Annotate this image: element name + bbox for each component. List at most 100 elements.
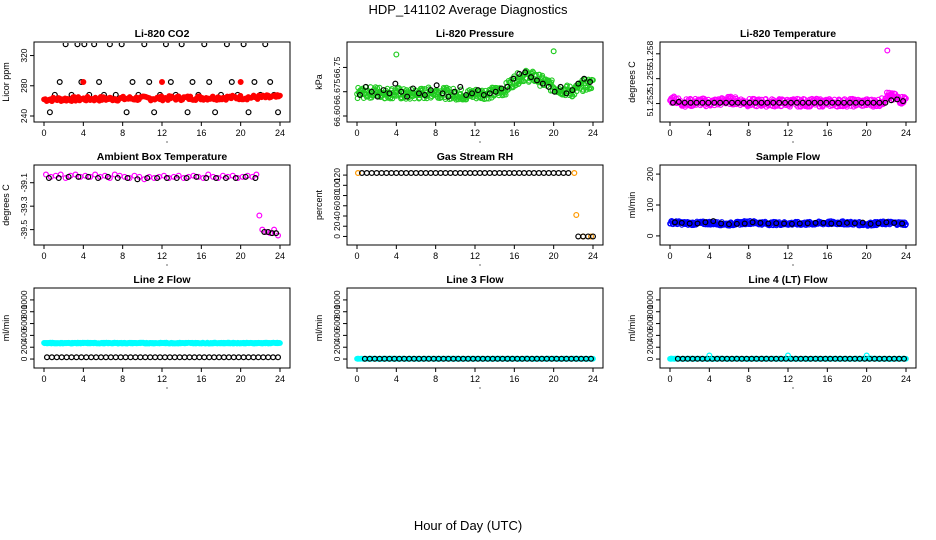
data-point <box>159 78 166 85</box>
plot-area <box>667 217 909 229</box>
data-point <box>252 175 259 182</box>
data-point <box>876 99 883 106</box>
y-tick-label: 20 <box>332 221 342 231</box>
data-point <box>383 170 390 177</box>
data-point <box>702 219 709 226</box>
x-tick-label: 8 <box>120 251 125 261</box>
data-point <box>501 170 508 177</box>
x-tick-label: 20 <box>549 128 559 138</box>
data-point <box>433 82 440 89</box>
data-point <box>457 83 464 90</box>
data-point <box>903 355 909 362</box>
data-point <box>852 99 859 106</box>
y-axis-label: ml/min <box>314 315 324 342</box>
data-point <box>678 219 685 226</box>
data-point <box>589 233 596 240</box>
y-tick-label: 66.60 <box>332 105 342 127</box>
data-point <box>781 220 788 227</box>
data-point <box>895 93 901 100</box>
x-tick-label: 0 <box>667 374 672 384</box>
data-point <box>472 170 479 177</box>
panel-9: Line 4 (LT) Flow ml/min 0 4 8 12 16 20 24 0 200400… <box>627 274 917 389</box>
series-average <box>361 355 595 362</box>
data-point <box>223 43 230 48</box>
data-point <box>581 75 588 82</box>
axis-dot <box>479 264 481 266</box>
data-point <box>213 175 220 182</box>
x-tick-label: 16 <box>822 251 832 261</box>
data-point <box>206 78 213 85</box>
x-tick-label: 8 <box>746 374 751 384</box>
y-tick-label: 1000 <box>19 290 29 309</box>
data-point <box>152 354 159 361</box>
series-outliers <box>393 48 557 58</box>
data-point <box>253 171 260 178</box>
x-tick-label: 12 <box>157 251 167 261</box>
data-point <box>551 88 558 95</box>
data-point <box>549 77 555 84</box>
data-point <box>711 99 718 106</box>
data-point <box>74 43 81 48</box>
axis-dot <box>166 387 168 389</box>
series-per-minute <box>46 43 282 116</box>
data-point <box>114 175 121 182</box>
plot-area <box>667 47 909 110</box>
axis-dot <box>792 264 794 266</box>
data-point <box>261 228 268 235</box>
y-axis-label: degrees C <box>627 61 637 103</box>
series-average <box>671 218 906 228</box>
data-point <box>504 83 511 90</box>
data-point <box>93 354 100 361</box>
x-tick-label: 8 <box>120 128 125 138</box>
data-point <box>498 85 505 92</box>
data-point <box>545 83 552 90</box>
data-point <box>841 99 848 106</box>
x-tick-label: 24 <box>275 251 285 261</box>
data-point <box>765 220 772 227</box>
panel-6: Sample Flow ml/min 0 4 8 12 16 20 24 0 100 200 <box>627 151 917 266</box>
x-tick-label: 0 <box>667 251 672 261</box>
data-point <box>171 354 178 361</box>
data-point <box>858 99 865 106</box>
data-point <box>521 170 528 177</box>
data-point <box>804 220 811 227</box>
series-outliers <box>884 47 891 54</box>
data-point <box>58 354 65 361</box>
y-axis-label: kPa <box>314 74 324 90</box>
data-point <box>901 355 908 362</box>
data-point <box>242 173 249 180</box>
x-tick-label: 16 <box>196 251 206 261</box>
data-point <box>462 170 469 177</box>
data-point <box>270 354 277 361</box>
data-point <box>496 170 503 177</box>
y-axis-label: ml/min <box>627 192 637 219</box>
data-point <box>183 175 190 182</box>
data-point <box>151 109 158 116</box>
data-point <box>533 71 539 78</box>
plot-area <box>42 171 282 239</box>
data-point <box>193 173 200 180</box>
data-point <box>245 109 252 116</box>
x-tick-label: 12 <box>470 251 480 261</box>
data-point <box>467 170 474 177</box>
data-point <box>101 172 108 179</box>
plot-frame <box>659 41 917 123</box>
data-point <box>250 354 257 361</box>
data-point <box>817 99 824 106</box>
y-tick-label: 800 <box>19 304 29 318</box>
y-tick-label: 800 <box>645 304 655 318</box>
data-point <box>675 98 682 105</box>
y-tick-label: 240 <box>19 109 29 123</box>
plot-area <box>354 355 596 362</box>
y-tick-label: 51.258 <box>645 41 655 67</box>
x-tick-label: 24 <box>275 128 285 138</box>
axis-dot <box>166 264 168 266</box>
data-point <box>73 354 80 361</box>
data-point <box>587 78 594 85</box>
data-point <box>415 90 422 97</box>
data-point <box>408 170 415 177</box>
data-point <box>863 352 870 359</box>
y-tick-label: 400 <box>19 328 29 342</box>
data-point <box>273 230 280 237</box>
data-point <box>718 220 725 227</box>
